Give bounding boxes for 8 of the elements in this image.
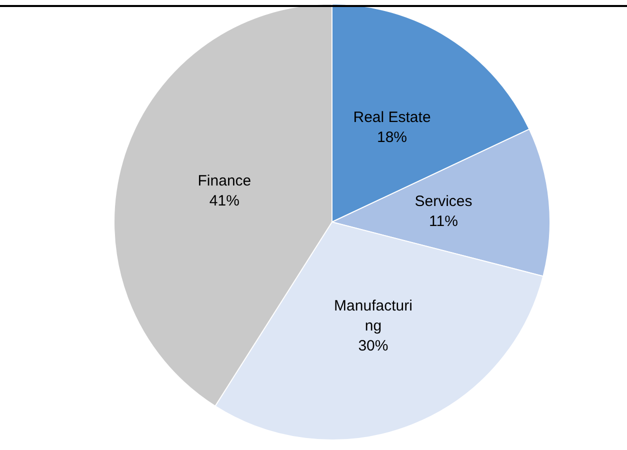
- slice-label: Manufacturing: [334, 298, 412, 335]
- data-label: 18%: [376, 128, 408, 146]
- data-label: 11%: [429, 212, 458, 230]
- data-label: 41%: [209, 192, 240, 210]
- slice-label: Finance: [198, 172, 252, 190]
- data-label: 30%: [358, 338, 388, 355]
- slice-label: Real Estate: [353, 108, 431, 126]
- slice-label: Services: [414, 192, 472, 210]
